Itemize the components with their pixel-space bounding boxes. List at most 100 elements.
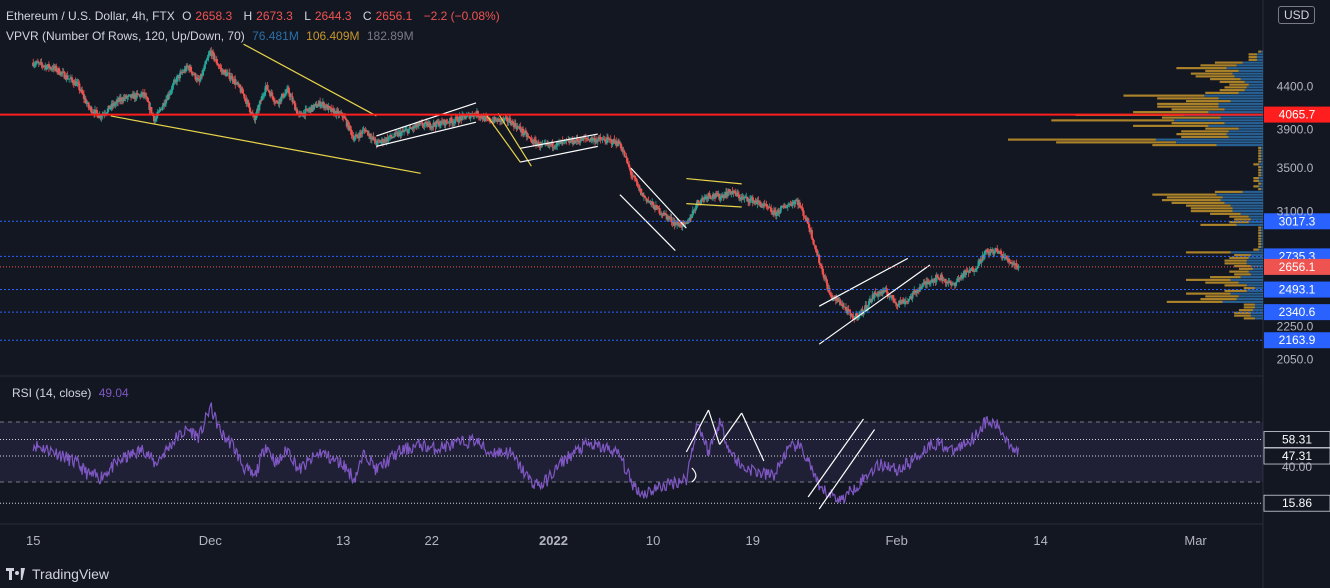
candle-body xyxy=(609,139,612,140)
vpvr-row-up xyxy=(1216,193,1263,196)
candle-body xyxy=(670,217,673,223)
vpvr-row-up xyxy=(1230,204,1263,207)
candle-body xyxy=(41,64,44,67)
candle-body xyxy=(1009,262,1013,264)
vpvr-total-volume: 182.89M xyxy=(366,29,414,43)
candle-body xyxy=(428,122,431,128)
symbol-title[interactable]: Ethereum / U.S. Dollar, 4h, FTX xyxy=(6,9,175,23)
candle-body xyxy=(979,259,982,263)
candle-body xyxy=(628,164,631,168)
drop-line-1 xyxy=(497,112,532,167)
candle-body xyxy=(208,52,211,56)
candle-body xyxy=(358,132,361,138)
candle-body xyxy=(938,279,942,281)
candle-body xyxy=(534,140,538,146)
candle-body xyxy=(824,277,827,280)
candle-body xyxy=(658,208,661,214)
candle-body xyxy=(942,279,945,281)
horizontal-levels[interactable]: 4065.73017.32735.32656.12493.12340.62163… xyxy=(0,106,1330,349)
candle-body xyxy=(664,213,668,216)
vpvr-row-down xyxy=(1258,237,1261,240)
candle-body xyxy=(728,189,731,192)
candle-body xyxy=(457,121,460,123)
candle-body xyxy=(668,218,671,220)
candle-body xyxy=(109,107,112,110)
ohlc-close: C 2656.1 xyxy=(362,9,413,23)
candle-body xyxy=(785,206,789,208)
vpvr-row-down xyxy=(1258,188,1261,191)
candle-body xyxy=(866,307,869,310)
candle-body xyxy=(40,62,43,65)
candle-body xyxy=(603,138,606,140)
candle-body xyxy=(409,127,412,129)
candle-body xyxy=(940,274,943,280)
candle-body xyxy=(628,167,632,171)
vpvr-legend[interactable]: VPVR (Number Of Rows, 120, Up/Down, 70) … xyxy=(6,29,418,43)
vpvr-row-down xyxy=(1258,240,1261,243)
candle-body xyxy=(937,276,940,279)
candle-body xyxy=(57,68,61,75)
candle-body xyxy=(944,278,947,283)
vpvr-row-down xyxy=(1258,50,1261,53)
vpvr-row-up xyxy=(1256,53,1263,56)
vpvr-row-down xyxy=(1171,201,1225,204)
candle-body xyxy=(234,79,237,85)
candle-body xyxy=(890,296,893,297)
vpvr-row-down xyxy=(1176,67,1227,70)
vpvr-row-up xyxy=(1260,160,1263,163)
trendline-drawings[interactable] xyxy=(110,43,931,345)
vpvr-row-up xyxy=(1218,102,1263,105)
vpvr-row-down xyxy=(1186,278,1231,281)
candle-body xyxy=(641,193,645,197)
candle-body xyxy=(771,211,774,213)
vpvr-row-down xyxy=(1181,130,1229,133)
candle-body xyxy=(458,116,461,123)
vpvr-row-down xyxy=(1253,177,1259,180)
candle-body xyxy=(640,188,643,196)
candle-body xyxy=(115,101,118,104)
vpvr-row-up xyxy=(1246,284,1263,287)
candle-body xyxy=(993,251,996,254)
vpvr-row-up xyxy=(1254,287,1263,290)
candle-body xyxy=(932,280,935,283)
candle-body xyxy=(140,94,143,97)
candle-body xyxy=(92,112,95,113)
price-candles[interactable] xyxy=(32,46,1020,323)
candle-body xyxy=(627,163,630,165)
time-tick-label: 2022 xyxy=(539,533,568,548)
candle-body xyxy=(450,120,454,124)
candle-body xyxy=(560,140,563,144)
candle-body xyxy=(143,92,146,97)
rsi-tick-label: 40.00 xyxy=(1282,460,1312,474)
tradingview-logo[interactable]: TradingView xyxy=(6,566,109,582)
candle-body xyxy=(752,200,755,204)
vpvr-row-up xyxy=(1260,234,1263,237)
candle-body xyxy=(266,84,269,90)
candle-body xyxy=(779,208,782,213)
candle-body xyxy=(813,244,816,246)
rsi-legend[interactable]: RSI (14, close) 49.04 xyxy=(12,386,133,400)
candle-body xyxy=(182,72,185,73)
candle-body xyxy=(95,110,98,114)
candle-body xyxy=(161,106,164,111)
candle-body xyxy=(261,95,265,97)
rsi-level-tag-background xyxy=(1263,431,1330,448)
candle-body xyxy=(625,156,628,159)
vpvr-row-up xyxy=(1236,64,1263,67)
candle-body xyxy=(260,96,264,101)
candle-body xyxy=(137,93,140,95)
candle-body xyxy=(894,301,897,304)
candle-body xyxy=(415,123,419,128)
candle-body xyxy=(235,82,238,85)
candle-body xyxy=(798,202,801,207)
rsi-pane[interactable]: 58.31 47.31 15.86 40.00 xyxy=(0,402,1330,512)
candle-body xyxy=(256,108,259,113)
vpvr-row-up xyxy=(1244,80,1263,83)
vpvr-row-down xyxy=(1190,210,1233,213)
currency-selector[interactable]: USD xyxy=(1278,6,1316,24)
candle-body xyxy=(661,213,664,215)
vpvr-row-down xyxy=(1219,89,1245,92)
vpvr-row-up xyxy=(1204,94,1263,97)
price-tick-label: 4400.0 xyxy=(1277,79,1314,93)
